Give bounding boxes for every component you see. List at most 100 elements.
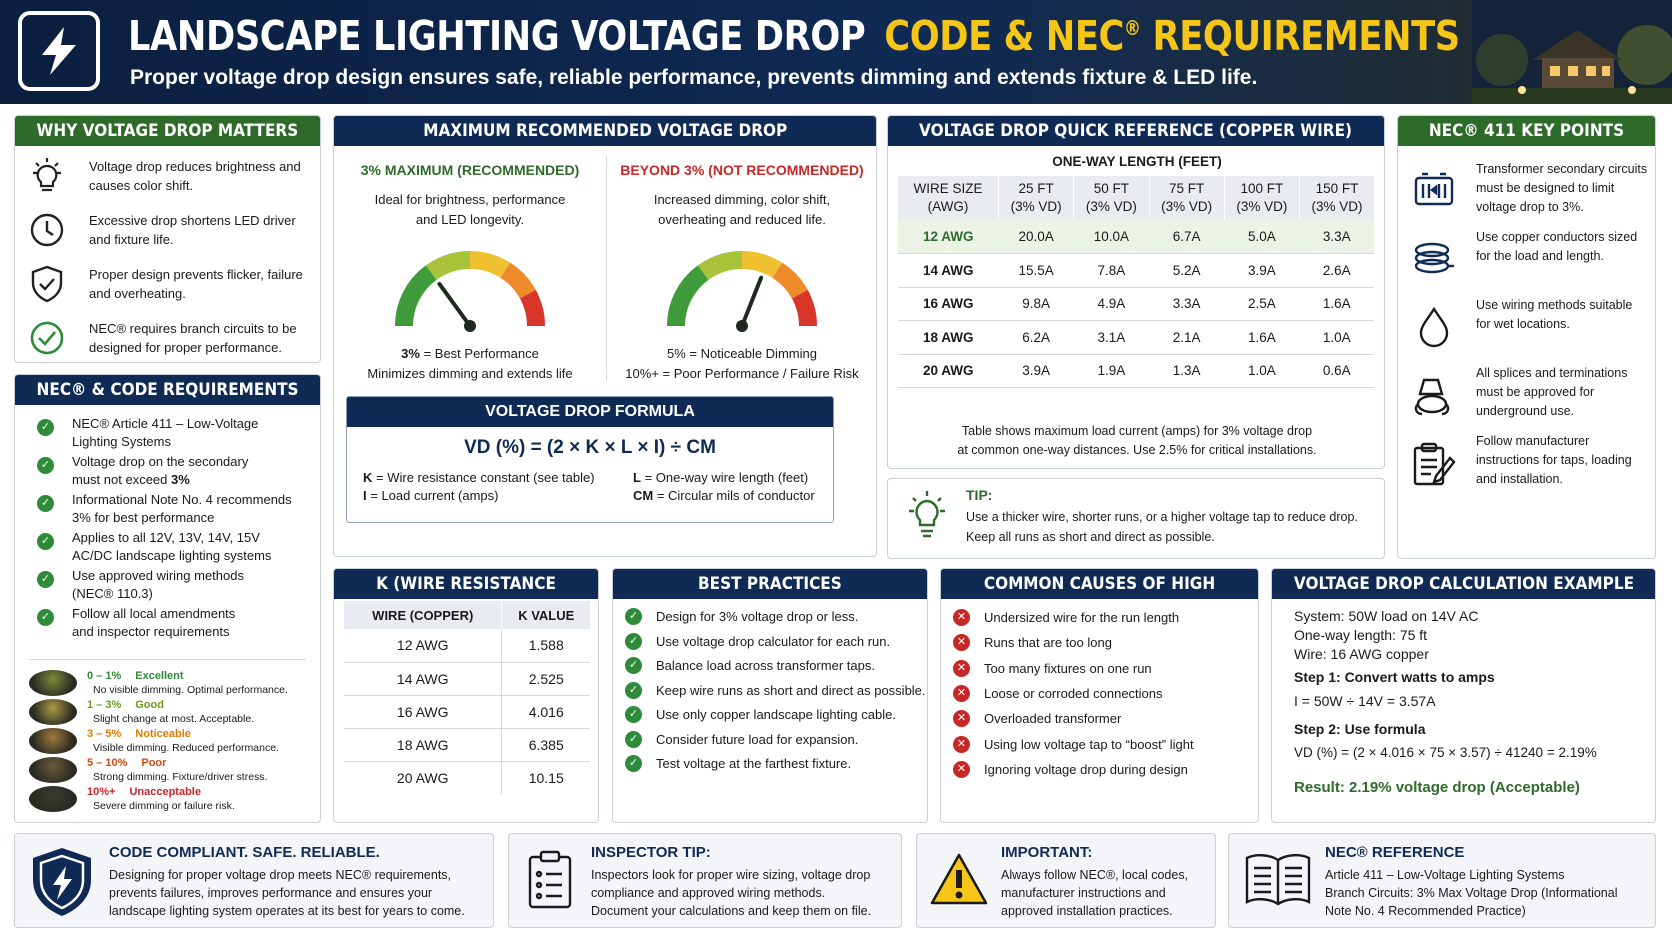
amp-value-cell: 1.0A <box>1322 329 1351 345</box>
check-icon: ✓ <box>37 609 54 626</box>
formula-definitions-right: L = One-way wire length (feet) CM = Circu… <box>633 470 815 503</box>
column-header: 50 FT (3% VD) <box>1073 176 1150 220</box>
amp-value-cell: 1.9A <box>1097 363 1126 379</box>
wire-size-cell: 20 AWG <box>923 363 974 379</box>
best-practice-item: ✓ Keep wire runs as short and direct as p… <box>625 681 926 699</box>
card-text: Inspectors look for proper wire sizing, … <box>591 868 872 918</box>
cause-item: ✕ Loose or corroded connections <box>953 684 1163 702</box>
cause-item: ✕ Too many fixtures on one run <box>953 659 1152 677</box>
page-title: LANDSCAPE LIGHTING VOLTAGE DROP CODE & NE… <box>128 12 1460 60</box>
column-header: 75 FT (3% VD) <box>1149 176 1225 220</box>
example-givens: System: 50W load on 14V AC One-way length… <box>1294 608 1479 662</box>
column-header: WIRE SIZE (AWG) <box>898 176 1000 220</box>
why-voltage-drop-panel: WHY VOLTAGE DROP MATTERS Voltage drop re… <box>14 115 321 363</box>
level-description: Visible dimming. Reduced performance. <box>93 742 279 754</box>
panel-title: NEC® & CODE REQUIREMENTS <box>15 375 320 405</box>
column-header: 25 FT (3% VD) <box>998 176 1075 220</box>
panel-title: BEST PRACTICES <box>613 569 927 599</box>
amp-value-cell: 9.8A <box>1022 296 1051 312</box>
amp-value-cell: 10.0A <box>1093 229 1130 244</box>
x-icon: ✕ <box>953 735 970 753</box>
x-icon: ✕ <box>953 710 970 728</box>
x-icon: ✕ <box>953 684 970 702</box>
k-value-cell: 10.15 <box>528 769 564 786</box>
level-range: 3 – 5% <box>87 728 122 740</box>
check-icon: ✓ <box>37 495 54 512</box>
amp-value-cell: 0.6A <box>1322 363 1351 379</box>
cause-item: ✕ Using low voltage tap to “boost” light <box>953 735 1194 753</box>
gauge-hub <box>736 320 748 332</box>
amp-value-cell: 5.2A <box>1172 262 1201 278</box>
level-label: Excellent <box>135 670 184 682</box>
example-step-1: Step 1: Convert watts to amps <box>1294 669 1495 685</box>
column-header: K VALUE <box>501 601 590 629</box>
column-header: 100 FT (3% VD) <box>1224 176 1300 220</box>
table-row: 20 AWG 3.9A 1.9A 1.3A 1.0A 0.6A <box>898 354 1374 388</box>
calculation-example-panel: VOLTAGE DROP CALCULATION EXAMPLE System:… <box>1271 568 1656 823</box>
requirement-item: ✓ Use approved wiring methods (NEC® 110.3) <box>37 567 302 603</box>
amp-value-cell: 1.6A <box>1247 329 1276 345</box>
clipboard-pencil-icon <box>1412 442 1456 488</box>
house-night-illustration <box>1472 0 1672 104</box>
gauge-needle <box>437 281 472 328</box>
formula-box: VOLTAGE DROP FORMULA VD (%) = (2 × K × L… <box>346 396 834 523</box>
panel-title: COMMON CAUSES OF HIGH VOLTAGE DROP <box>941 569 1258 624</box>
level-label: Poor <box>141 757 167 769</box>
amp-value-cell: 6.2A <box>1022 329 1051 345</box>
bottom-card-inspector: INSPECTOR TIP: Inspectors look for prope… <box>508 833 902 928</box>
level-description: Slight change at most. Acceptable. <box>93 713 255 725</box>
table-row: 20 AWG 10.15 <box>344 761 590 794</box>
not-recommended-desc: Increased dimming, color shift, overheati… <box>653 192 831 227</box>
best-practice-item: ✓ Test voltage at the farthest fixture. <box>625 755 851 772</box>
x-icon: ✕ <box>953 634 970 652</box>
gauge-segment <box>500 262 536 299</box>
amp-value-cell: 3.9A <box>1022 363 1051 379</box>
cause-item: ✕ Overloaded transformer <box>953 710 1121 728</box>
gauge-segment <box>519 289 545 327</box>
table-header-row: WIRE (COPPER) K VALUE <box>344 601 590 629</box>
nec-411-point: Follow manufacturer instructions for tap… <box>1476 434 1632 486</box>
gauge-needle <box>740 275 764 328</box>
lightbulb-icon <box>909 491 945 538</box>
amp-value-cell: 7.8A <box>1097 262 1126 278</box>
not-recommended-heading: BEYOND 3% (NOT RECOMMENDED) <box>620 162 864 178</box>
voltage-level-item: 5 – 10% Poor Strong dimming. Fixture/drive… <box>29 756 267 784</box>
best-practice-item: ✓ Use voltage drop calculator for each ru… <box>625 632 890 650</box>
gauge-segment <box>667 265 709 327</box>
level-range: 10%+ <box>87 786 116 798</box>
best-practices-panel: BEST PRACTICES ✓ Design for 3% voltage dr… <box>612 568 928 823</box>
transformer-icon <box>1412 170 1456 216</box>
wire-coil-icon <box>1412 238 1456 284</box>
wire-cell: 20 AWG <box>344 761 503 794</box>
recommended-desc: Ideal for brightness, performance and LED… <box>374 192 566 227</box>
check-icon: ✓ <box>37 571 54 588</box>
panel-title: MAXIMUM RECOMMENDED VOLTAGE DROP <box>334 116 876 146</box>
recommended-heading: 3% MAXIMUM (RECOMMENDED) <box>360 162 580 178</box>
gauge-hub <box>464 320 476 332</box>
voltage-level-item: 1 – 3% Good Slight change at most. Accepta… <box>29 698 254 726</box>
amp-value-cell: 3.1A <box>1097 329 1126 345</box>
wire-size-cell: 16 AWG <box>923 296 974 312</box>
wire-size-cell: 12 AWG <box>923 229 974 244</box>
table-row: 18 AWG 6.2A 3.1A 2.1A 1.6A 1.0A <box>898 321 1374 354</box>
amp-value-cell: 2.1A <box>1172 329 1201 345</box>
level-label: Good <box>135 699 164 711</box>
best-practice-item: ✓ Design for 3% voltage drop or less. <box>625 608 858 625</box>
amp-value-cell: 5.0A <box>1247 229 1276 244</box>
wire-cell: 16 AWG <box>344 695 503 728</box>
card-title: IMPORTANT: <box>1001 844 1093 861</box>
level-description: Severe dimming or failure risk. <box>93 800 235 812</box>
x-icon: ✕ <box>953 659 970 677</box>
nec-411-point: Use copper conductors sized for the load… <box>1476 230 1638 263</box>
panel-title: NEC® 411 KEY POINTS <box>1398 116 1655 146</box>
panel-title: WHY VOLTAGE DROP MATTERS <box>15 116 320 146</box>
gauge-not-recommended <box>667 251 817 332</box>
card-text: Designing for proper voltage drop meets … <box>109 868 465 918</box>
check-icon: ✓ <box>625 755 642 772</box>
landscape-light-thumbnail <box>29 728 77 754</box>
requirement-item: ✓ Follow all local amendments and inspecto… <box>37 605 302 641</box>
level-range: 0 – 1% <box>87 670 122 682</box>
panel-title: K (WIRE RESISTANCE CONSTANT) <box>334 569 598 624</box>
shield-check-icon <box>27 264 67 304</box>
amp-value-cell: 6.7A <box>1172 229 1201 244</box>
